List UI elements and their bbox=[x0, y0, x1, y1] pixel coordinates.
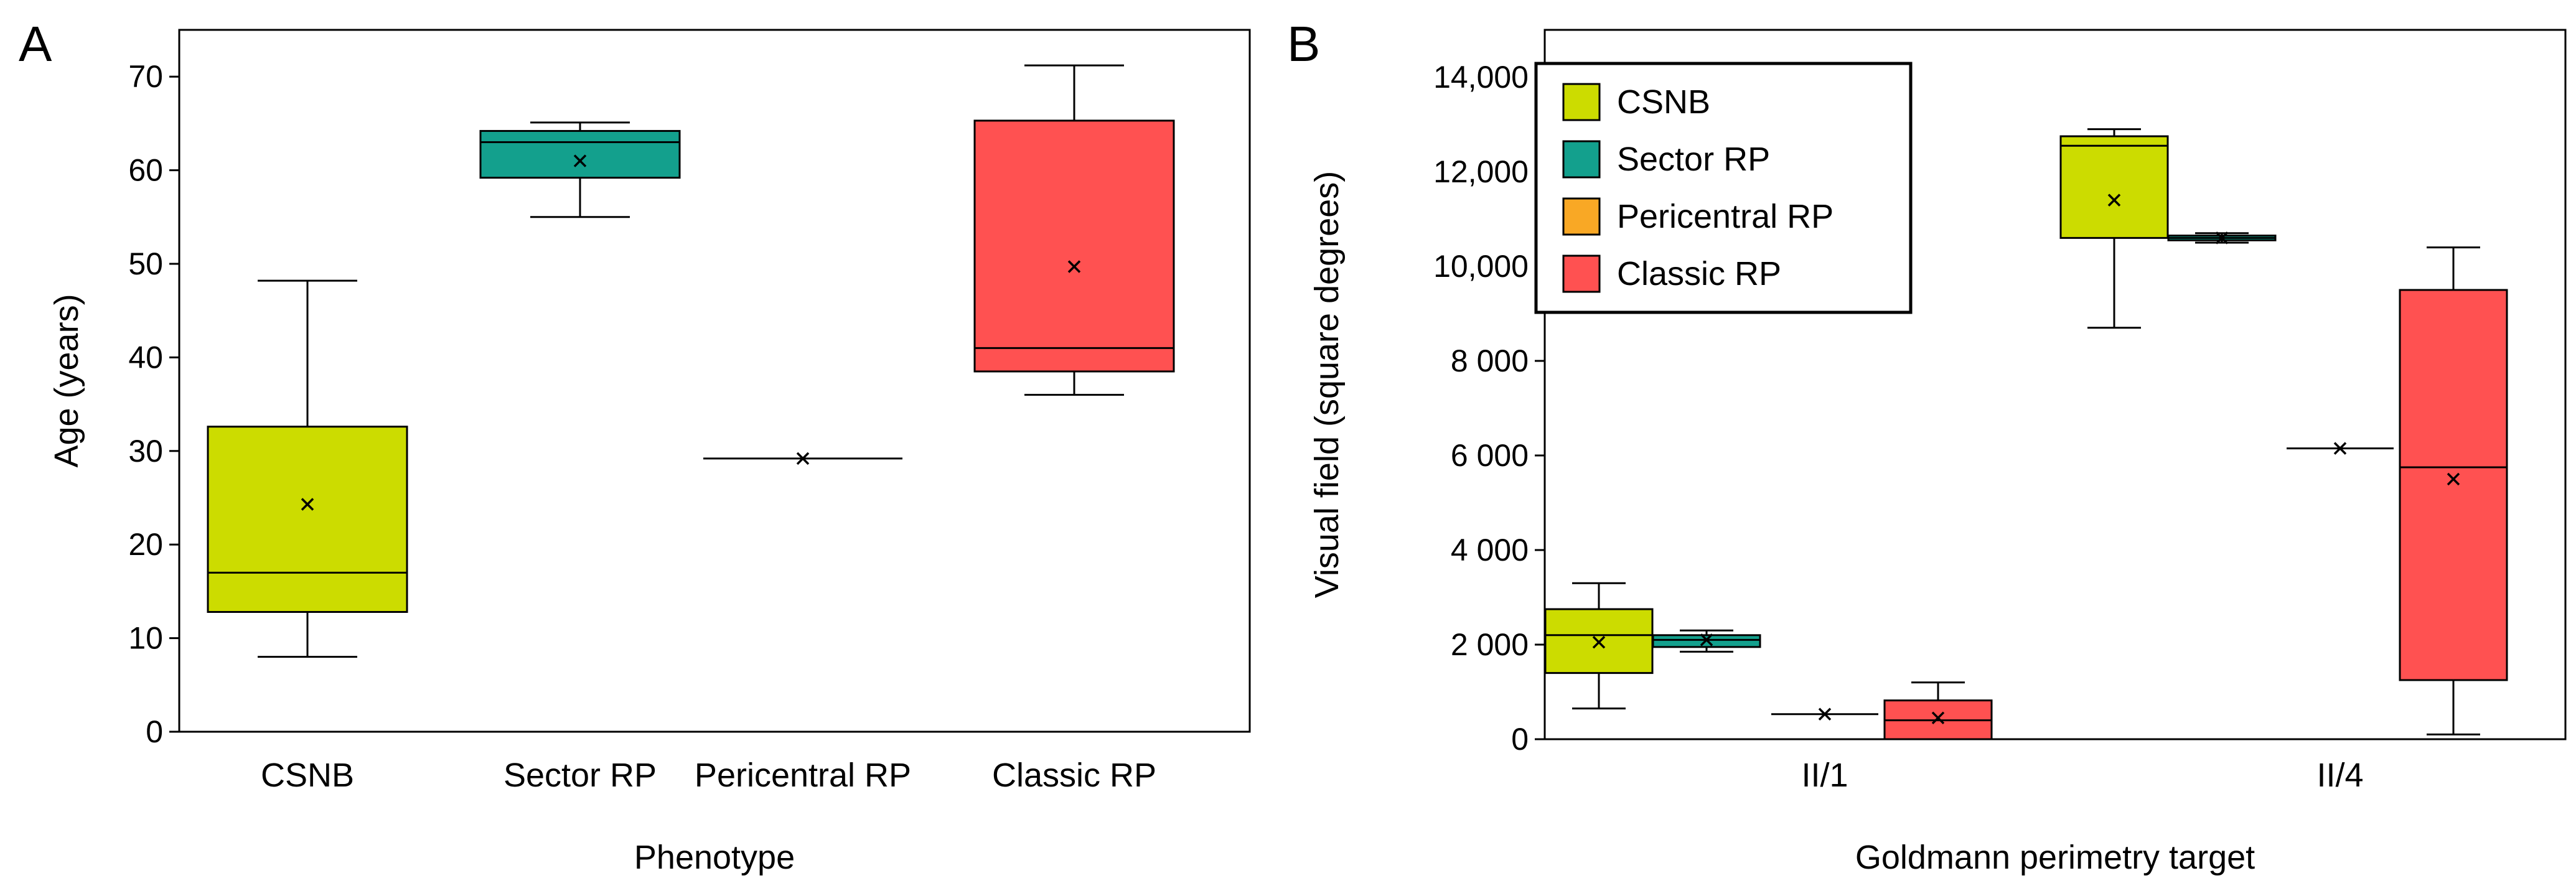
panel-a-box-csnb bbox=[207, 279, 408, 658]
legend-swatch-classic-rp bbox=[1562, 254, 1601, 293]
panel-b-y-tick-label: 8 000 bbox=[1451, 343, 1529, 378]
legend-label-csnb: CSNB bbox=[1617, 83, 1710, 121]
panel-b-category-label-ii-1: II/1 bbox=[1801, 757, 1848, 794]
panel-b-box-classic-rp-ii-1-mean-marker bbox=[1931, 711, 1945, 725]
panel-b-box-csnb-ii-1-mean-stroke-2 bbox=[1592, 635, 1606, 649]
panel-a-box-classic-rp-mean-stroke-2 bbox=[1067, 260, 1081, 273]
panel-b-box-csnb-ii-1 bbox=[1544, 582, 1654, 710]
panel-b-box-pericentral-rp-ii-4 bbox=[2287, 442, 2394, 455]
legend-swatch-csnb bbox=[1562, 83, 1601, 121]
panel-b-box-sector-rp-ii-1-mean-marker bbox=[1700, 633, 1713, 646]
panel-b: B 0 2 000 4 000 6 000 8 000 10,000 12,000 14,00… bbox=[1287, 16, 2567, 876]
panel-b-y-tick-label: 10,000 bbox=[1433, 249, 1529, 284]
panel-b-box-csnb-ii-4-mean-stroke-2 bbox=[2107, 194, 2121, 207]
panel-a-plot-area bbox=[178, 29, 1251, 733]
panel-b-y-tick-label: 6 000 bbox=[1451, 438, 1529, 473]
panel-a-y-tick-label: 30 bbox=[128, 434, 163, 469]
panel-b-box-classic-rp-ii-4 bbox=[2399, 246, 2508, 735]
legend-swatch-pericentral-rp bbox=[1562, 197, 1601, 236]
panel-a-box-sector-rp-mean-marker bbox=[573, 154, 587, 167]
panel-b-box-sector-rp-ii-4-mean-marker bbox=[2215, 231, 2229, 245]
panel-a-box-pericentral-rp bbox=[703, 452, 902, 465]
panel-b-box-pericentral-rp-ii-4-mean-marker bbox=[2333, 442, 2347, 455]
panel-b-box-sector-rp-ii-1 bbox=[1652, 629, 1761, 653]
panel-a-box-pericentral-rp-mean-stroke-2 bbox=[796, 452, 810, 465]
panel-a-letter: A bbox=[19, 16, 52, 72]
panel-a-y-tick-label: 60 bbox=[128, 153, 163, 188]
legend-label-sector-rp: Sector RP bbox=[1617, 141, 1770, 178]
panel-b-y-axis-title: Visual field (square degrees) bbox=[1308, 171, 1346, 598]
panel-b-legend: CSNB Sector RP Pericentral RP Classic RP bbox=[1534, 62, 1913, 314]
panel-a-category-label-pericentral-rp: Pericentral RP bbox=[695, 757, 911, 794]
panel-b-y-tick-label: 14,000 bbox=[1433, 60, 1529, 95]
panel-b-letter: B bbox=[1287, 16, 1320, 72]
panel-b-box-pericentral-rp-ii-4-mean-stroke-2 bbox=[2333, 442, 2347, 455]
panel-b-box-sector-rp-ii-1-mean-stroke-2 bbox=[1700, 633, 1713, 646]
panel-a-boxes bbox=[207, 64, 1175, 658]
panel-a: A 0 10 20 30 40 50 60 70 CSNB Sector RP Pericentr… bbox=[19, 16, 1251, 876]
panel-b-boxes bbox=[1544, 128, 2508, 740]
panel-a-category-label-csnb: CSNB bbox=[261, 757, 354, 794]
panel-a-y-tick-label: 20 bbox=[128, 527, 163, 562]
panel-a-box-csnb-iqr bbox=[207, 426, 408, 613]
panel-a-y-tick-label: 40 bbox=[128, 340, 163, 375]
panel-a-category-labels: CSNB Sector RP Pericentral RP Classic RP bbox=[261, 757, 1156, 794]
panel-b-x-axis-title: Goldmann perimetry target bbox=[1855, 839, 2255, 876]
panel-a-y-tick-label: 0 bbox=[146, 714, 163, 749]
panel-a-y-tick-label: 50 bbox=[128, 246, 163, 281]
legend-label-pericentral-rp: Pericentral RP bbox=[1617, 198, 1834, 235]
panel-b-box-classic-rp-ii-1-mean-stroke-2 bbox=[1931, 711, 1945, 725]
panel-b-box-sector-rp-ii-4 bbox=[2167, 231, 2277, 245]
panel-b-box-csnb-ii-1-mean-marker bbox=[1592, 635, 1606, 649]
panel-a-box-sector-rp-iqr bbox=[479, 129, 681, 179]
panel-a-box-pericentral-rp-mean-marker bbox=[796, 452, 810, 465]
panel-b-category-label-ii-4: II/4 bbox=[2316, 757, 2363, 794]
panel-b-box-csnb-ii-4 bbox=[2059, 128, 2169, 329]
panel-b-y-tick-label: 12,000 bbox=[1433, 154, 1529, 189]
panel-a-x-axis-title: Phenotype bbox=[634, 839, 795, 876]
panel-a-box-csnb-mean-stroke-2 bbox=[301, 498, 314, 511]
panel-b-box-csnb-ii-4-mean-marker bbox=[2107, 194, 2121, 207]
panel-b-box-csnb-ii-4-iqr bbox=[2059, 135, 2169, 239]
panel-b-y-tick-label: 0 bbox=[1511, 722, 1529, 757]
panel-a-box-sector-rp-mean-stroke-2 bbox=[573, 154, 587, 167]
panel-a-y-tick-label: 70 bbox=[128, 59, 163, 94]
panel-a-box-classic-rp-mean-marker bbox=[1067, 260, 1081, 273]
panel-b-box-pericentral-rp-ii-1-mean-stroke-2 bbox=[1818, 707, 1832, 721]
panel-a-box-classic-rp bbox=[973, 64, 1175, 396]
panel-b-box-sector-rp-ii-4-mean-stroke-2 bbox=[2215, 231, 2229, 245]
panel-b-box-classic-rp-ii-1 bbox=[1883, 681, 1993, 740]
panel-a-box-csnb-mean-marker bbox=[301, 498, 314, 511]
panel-a-category-label-classic-rp: Classic RP bbox=[992, 757, 1156, 794]
panel-b-box-pericentral-rp-ii-1 bbox=[1771, 707, 1878, 721]
legend-label-classic-rp: Classic RP bbox=[1617, 255, 1781, 292]
panel-a-box-classic-rp-iqr bbox=[973, 119, 1175, 373]
panel-a-box-sector-rp bbox=[479, 121, 681, 218]
panel-b-box-pericentral-rp-ii-1-mean-marker bbox=[1818, 707, 1832, 721]
panel-b-box-classic-rp-ii-4-mean-marker bbox=[2447, 472, 2460, 486]
panel-b-plot-area bbox=[1543, 29, 2567, 740]
panel-b-y-tick-label: 4 000 bbox=[1451, 533, 1529, 567]
panel-a-y-tick-label: 10 bbox=[128, 621, 163, 656]
panel-a-y-axis-title: Age (years) bbox=[48, 294, 85, 467]
panel-b-box-classic-rp-ii-4-iqr bbox=[2399, 289, 2508, 681]
panel-b-category-labels: II/1 II/4 bbox=[1801, 757, 2363, 794]
legend-swatch-sector-rp bbox=[1562, 140, 1601, 179]
panel-b-box-classic-rp-ii-4-mean-stroke-2 bbox=[2447, 472, 2460, 486]
panel-a-category-label-sector-rp: Sector RP bbox=[503, 757, 657, 794]
panel-b-y-axis: 0 2 000 4 000 6 000 8 000 10,000 12,000 14,000 bbox=[1433, 60, 1545, 757]
panel-b-y-tick-label: 2 000 bbox=[1451, 627, 1529, 662]
panel-a-y-axis: 0 10 20 30 40 50 60 70 bbox=[128, 59, 179, 749]
